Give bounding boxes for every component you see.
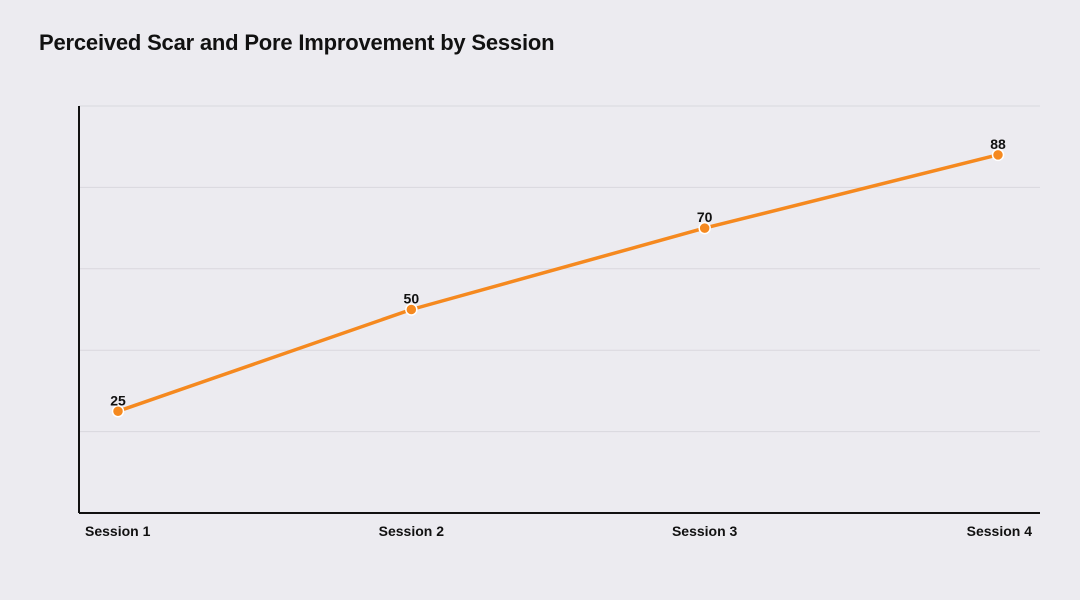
series-layer	[111, 148, 1005, 418]
chart-title: Perceived Scar and Pore Improvement by S…	[39, 30, 555, 55]
data-point	[698, 221, 711, 235]
data-label: 50	[404, 291, 420, 307]
x-tick-labels: Session 1 Session 2 Session 3 Session 4	[85, 523, 1032, 539]
x-tick-label: Session 1	[85, 523, 151, 539]
x-tick-label: Session 2	[379, 523, 445, 539]
data-point	[991, 148, 1005, 162]
data-label: 25	[110, 392, 126, 408]
data-label: 70	[697, 209, 713, 225]
x-tick-label: Session 3	[672, 523, 738, 539]
data-labels: 25 50 70 88	[110, 136, 1006, 408]
data-point	[111, 405, 125, 418]
data-label: 88	[990, 136, 1006, 152]
data-point	[405, 303, 418, 316]
x-tick-label: Session 4	[967, 523, 1033, 539]
series-line	[116, 153, 1000, 413]
